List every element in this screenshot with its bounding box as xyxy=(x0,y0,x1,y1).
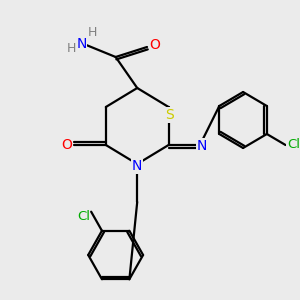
Text: N: N xyxy=(197,139,207,153)
Text: O: O xyxy=(61,138,72,152)
Text: H: H xyxy=(67,43,76,56)
Text: N: N xyxy=(76,37,86,51)
Text: O: O xyxy=(149,38,160,52)
Text: Cl: Cl xyxy=(77,210,90,223)
Text: N: N xyxy=(132,159,142,173)
Text: S: S xyxy=(165,108,174,122)
Text: H: H xyxy=(87,26,97,40)
Text: Cl: Cl xyxy=(287,139,300,152)
